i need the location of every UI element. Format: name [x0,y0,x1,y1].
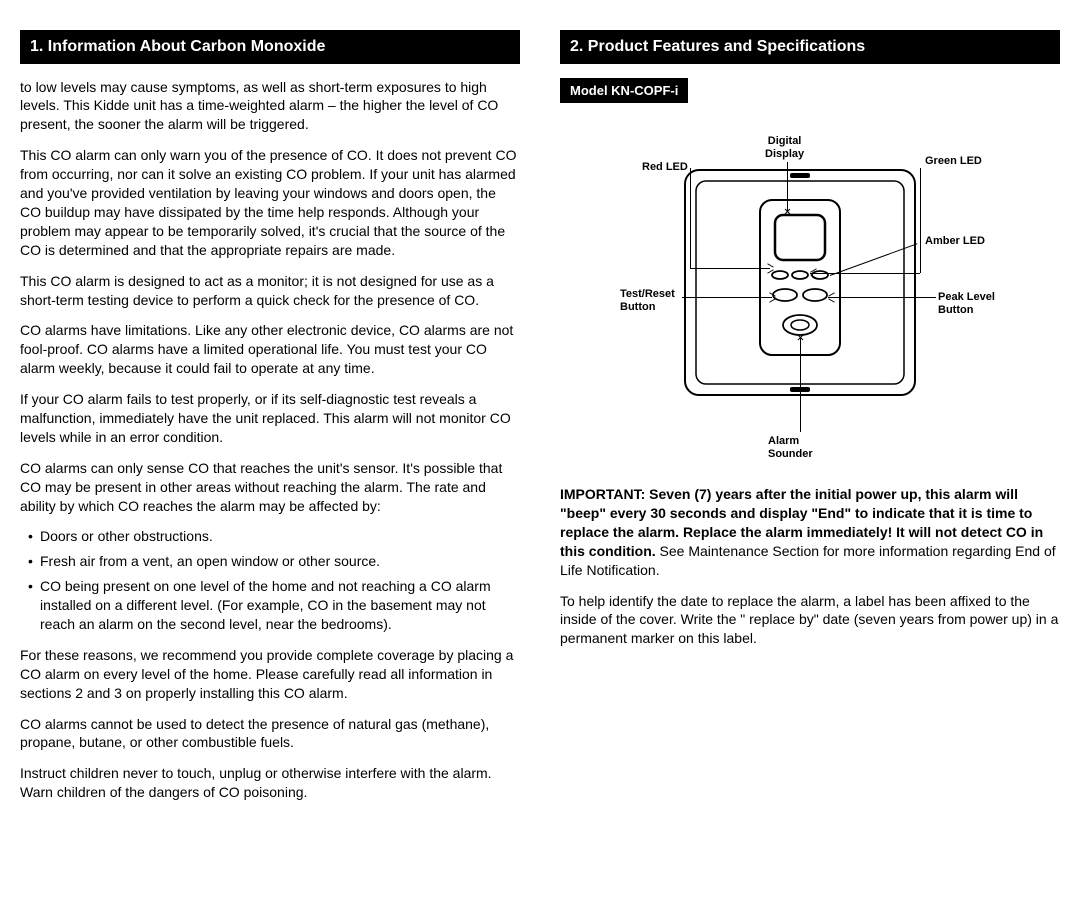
left-p4: CO alarms have limitations. Like any oth… [20,321,520,378]
list-item: Doors or other obstructions. [26,527,520,546]
left-column: 1. Information About Carbon Monoxide to … [20,30,520,814]
right-column: 2. Product Features and Specifications M… [560,30,1060,814]
left-p7: For these reasons, we recommend you prov… [20,646,520,703]
bullet-list: Doors or other obstructions. Fresh air f… [20,527,520,633]
manual-page: 1. Information About Carbon Monoxide to … [20,30,1060,814]
section-2-header: 2. Product Features and Specifications [560,30,1060,64]
list-item: Fresh air from a vent, an open window or… [26,552,520,571]
model-badge: Model KN-COPF-i [560,78,688,104]
label-amber-led: Amber LED [925,235,985,248]
left-p3: This CO alarm is designed to act as a mo… [20,272,520,310]
left-p5: If your CO alarm fails to test properly,… [20,390,520,447]
label-test-reset: Test/Reset Button [620,288,675,314]
left-p6: CO alarms can only sense CO that reaches… [20,459,520,516]
important-para: IMPORTANT: Seven (7) years after the ini… [560,485,1060,579]
label-alarm-sounder: Alarm Sounder [768,435,813,461]
label-green-led: Green LED [925,155,982,168]
product-diagram: Digital Display Red LED Green LED Amber … [560,125,1060,465]
section-1-header: 1. Information About Carbon Monoxide [20,30,520,64]
list-item: CO being present on one level of the hom… [26,577,520,634]
left-p1: to low levels may cause symptoms, as wel… [20,78,520,135]
label-digital-display: Digital Display [765,135,804,161]
left-p8: CO alarms cannot be used to detect the p… [20,715,520,753]
right-p2: To help identify the date to replace the… [560,592,1060,649]
left-p9: Instruct children never to touch, unplug… [20,764,520,802]
left-p2: This CO alarm can only warn you of the p… [20,146,520,259]
label-peak-level: Peak Level Button [938,291,995,317]
